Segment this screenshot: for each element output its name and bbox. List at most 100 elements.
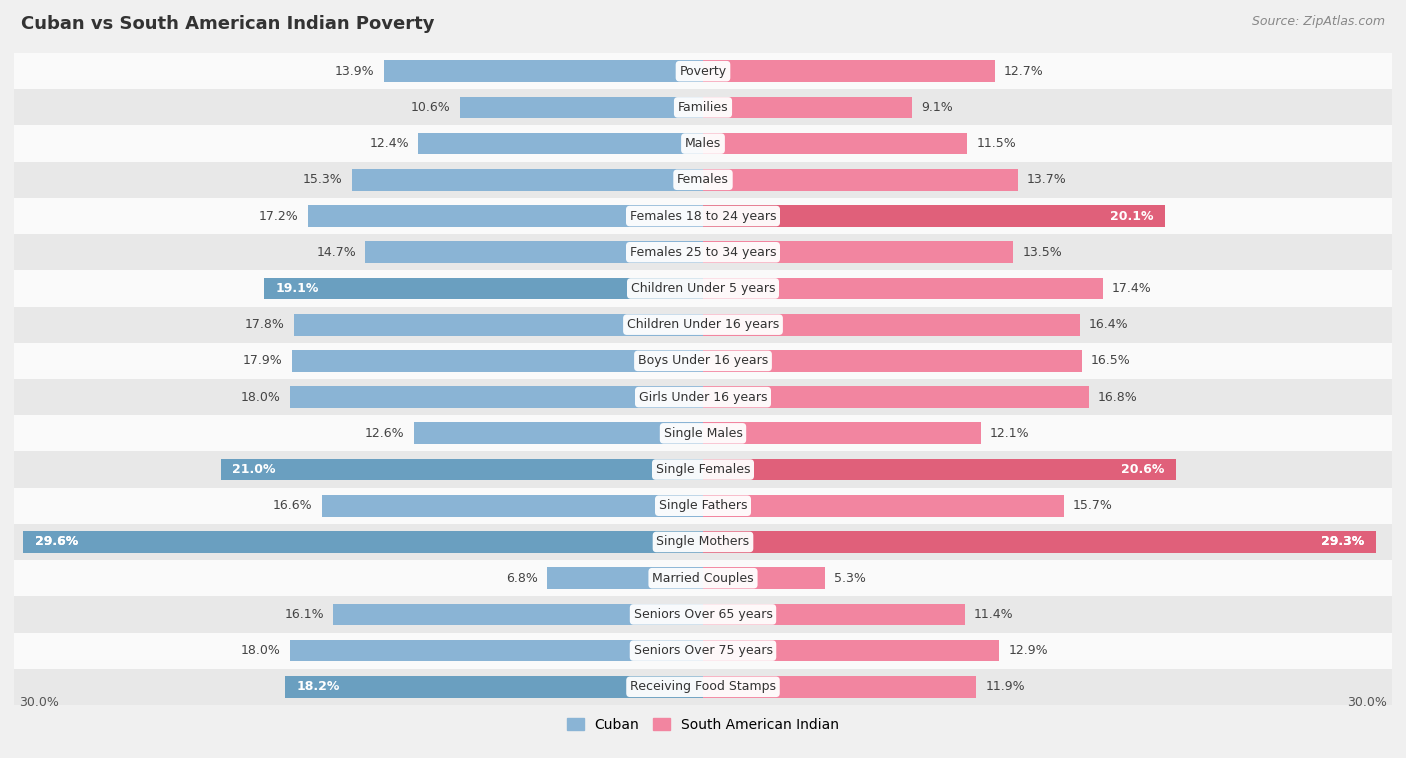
Bar — [290, 640, 703, 662]
Text: 10.6%: 10.6% — [411, 101, 450, 114]
Text: 16.4%: 16.4% — [1088, 318, 1129, 331]
Bar — [14, 560, 1392, 597]
Bar — [703, 241, 1012, 263]
Bar — [413, 422, 703, 444]
Bar — [14, 524, 1392, 560]
Text: 18.0%: 18.0% — [240, 390, 280, 403]
Text: Boys Under 16 years: Boys Under 16 years — [638, 355, 768, 368]
Text: Seniors Over 65 years: Seniors Over 65 years — [634, 608, 772, 621]
Text: Girls Under 16 years: Girls Under 16 years — [638, 390, 768, 403]
Bar — [333, 603, 703, 625]
Text: Females 25 to 34 years: Females 25 to 34 years — [630, 246, 776, 258]
Text: Males: Males — [685, 137, 721, 150]
Bar — [703, 133, 967, 155]
Text: 17.4%: 17.4% — [1112, 282, 1152, 295]
Text: Females: Females — [678, 174, 728, 186]
Text: 17.8%: 17.8% — [245, 318, 285, 331]
Text: 17.2%: 17.2% — [259, 209, 299, 223]
Bar — [418, 133, 703, 155]
Text: Single Females: Single Females — [655, 463, 751, 476]
Bar — [703, 61, 994, 82]
Text: Married Couples: Married Couples — [652, 572, 754, 584]
Bar — [14, 306, 1392, 343]
Text: 16.1%: 16.1% — [284, 608, 323, 621]
Text: 30.0%: 30.0% — [18, 696, 59, 709]
Bar — [14, 271, 1392, 306]
Text: 6.8%: 6.8% — [506, 572, 537, 584]
Text: 16.8%: 16.8% — [1098, 390, 1137, 403]
Bar — [703, 422, 981, 444]
Bar — [703, 96, 912, 118]
Bar — [292, 350, 703, 371]
Text: Children Under 5 years: Children Under 5 years — [631, 282, 775, 295]
Text: 11.4%: 11.4% — [974, 608, 1014, 621]
Bar — [290, 387, 703, 408]
Bar — [14, 487, 1392, 524]
Bar — [14, 669, 1392, 705]
Text: 13.9%: 13.9% — [335, 64, 374, 77]
Bar — [703, 640, 1000, 662]
Text: Poverty: Poverty — [679, 64, 727, 77]
Bar — [14, 343, 1392, 379]
Text: Receiving Food Stamps: Receiving Food Stamps — [630, 681, 776, 694]
Bar — [703, 495, 1063, 517]
Text: Seniors Over 75 years: Seniors Over 75 years — [634, 644, 772, 657]
Text: 9.1%: 9.1% — [921, 101, 953, 114]
Text: 20.1%: 20.1% — [1109, 209, 1153, 223]
Bar — [352, 169, 703, 191]
Bar — [308, 205, 703, 227]
Bar — [14, 161, 1392, 198]
Text: 13.7%: 13.7% — [1026, 174, 1067, 186]
Legend: Cuban, South American Indian: Cuban, South American Indian — [561, 712, 845, 737]
Bar — [703, 531, 1376, 553]
Bar — [703, 387, 1088, 408]
Text: Single Males: Single Males — [664, 427, 742, 440]
Text: 11.5%: 11.5% — [976, 137, 1017, 150]
Text: Children Under 16 years: Children Under 16 years — [627, 318, 779, 331]
Text: 29.3%: 29.3% — [1322, 535, 1364, 549]
Text: 12.1%: 12.1% — [990, 427, 1029, 440]
Text: 16.6%: 16.6% — [273, 500, 312, 512]
Text: 20.6%: 20.6% — [1121, 463, 1164, 476]
Bar — [703, 314, 1080, 336]
Bar — [703, 459, 1175, 481]
Text: 18.0%: 18.0% — [240, 644, 280, 657]
Bar — [322, 495, 703, 517]
Bar — [384, 61, 703, 82]
Text: Cuban vs South American Indian Poverty: Cuban vs South American Indian Poverty — [21, 15, 434, 33]
Bar — [264, 277, 703, 299]
Text: Females 18 to 24 years: Females 18 to 24 years — [630, 209, 776, 223]
Text: Single Mothers: Single Mothers — [657, 535, 749, 549]
Bar — [460, 96, 703, 118]
Bar — [703, 205, 1164, 227]
Text: 15.3%: 15.3% — [302, 174, 343, 186]
Text: 29.3%: 29.3% — [1322, 535, 1364, 549]
Bar — [366, 241, 703, 263]
Bar — [703, 350, 1083, 371]
Text: 12.4%: 12.4% — [370, 137, 409, 150]
Bar — [703, 676, 976, 697]
Bar — [703, 277, 1102, 299]
Bar — [703, 169, 1018, 191]
Text: 14.7%: 14.7% — [316, 246, 356, 258]
Bar — [285, 676, 703, 697]
Bar — [547, 567, 703, 589]
Text: 12.6%: 12.6% — [364, 427, 405, 440]
Text: 17.9%: 17.9% — [243, 355, 283, 368]
Bar — [14, 234, 1392, 271]
Bar — [14, 53, 1392, 89]
Bar — [221, 459, 703, 481]
Bar — [14, 415, 1392, 452]
Bar — [14, 632, 1392, 669]
Text: 12.7%: 12.7% — [1004, 64, 1043, 77]
Bar — [14, 597, 1392, 632]
Text: 12.9%: 12.9% — [1008, 644, 1047, 657]
Bar — [14, 379, 1392, 415]
Bar — [703, 567, 825, 589]
Text: 30.0%: 30.0% — [1347, 696, 1388, 709]
Bar — [703, 603, 965, 625]
Bar — [14, 89, 1392, 126]
Text: 29.6%: 29.6% — [35, 535, 77, 549]
Text: Single Fathers: Single Fathers — [659, 500, 747, 512]
Bar — [294, 314, 703, 336]
